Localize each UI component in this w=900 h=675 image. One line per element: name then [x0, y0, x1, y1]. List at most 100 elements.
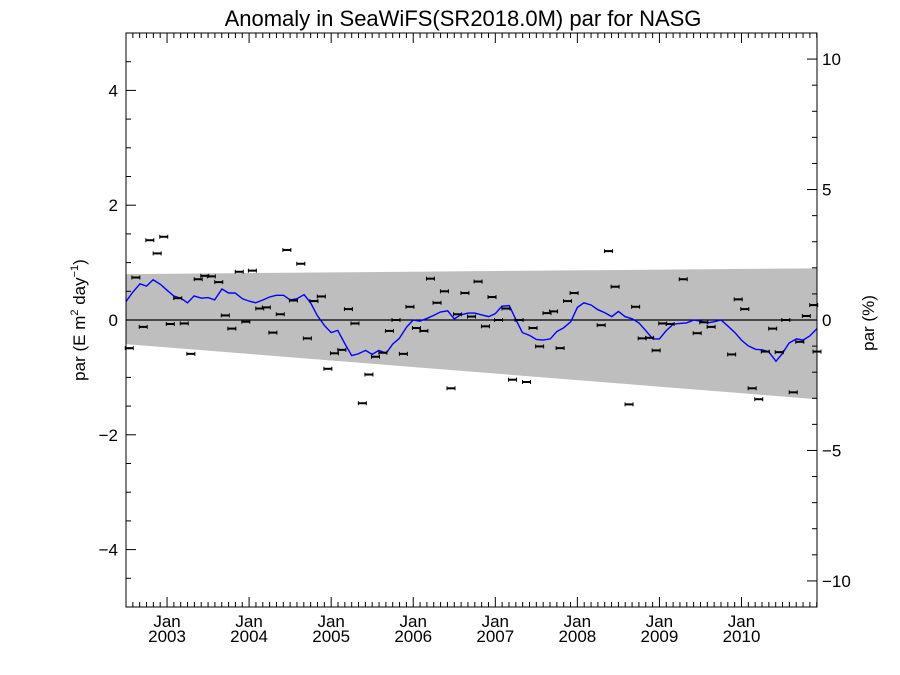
data-point [138, 324, 148, 329]
data-point [624, 402, 634, 407]
data-point [316, 294, 326, 299]
data-point [453, 312, 463, 317]
x-tick-year-label: 2006 [394, 627, 432, 646]
data-point [801, 313, 811, 318]
y-tick-label: −5 [822, 441, 841, 460]
data-point [795, 339, 805, 344]
y-tick-label: 4 [109, 81, 118, 100]
x-axis-ticks: Jan2003Jan2004Jan2005Jan2006Jan2007Jan20… [125, 33, 818, 646]
y-tick-label: 10 [822, 50, 841, 69]
data-point [419, 328, 429, 333]
data-point [631, 304, 641, 309]
x-tick-month-label: Jan [317, 612, 344, 631]
x-tick-year-label: 2004 [230, 627, 268, 646]
data-point [241, 319, 251, 324]
data-point [528, 326, 538, 331]
x-tick-month-label: Jan [564, 612, 591, 631]
x-tick-month-label: Jan [482, 612, 509, 631]
y-axis-left-ticks: −4 −2 0 2 4 [99, 32, 136, 608]
data-point [247, 268, 257, 273]
data-point [480, 324, 490, 329]
data-point [596, 323, 606, 328]
data-point [296, 261, 306, 266]
data-point [329, 351, 339, 356]
data-point [754, 397, 764, 402]
y-tick-label: 0 [109, 311, 118, 330]
data-point [692, 331, 702, 336]
data-point [405, 304, 415, 309]
data-point [706, 324, 716, 329]
data-point [563, 299, 573, 304]
x-tick-month-label: Jan [400, 612, 427, 631]
data-point [261, 305, 271, 310]
data-point [288, 298, 298, 303]
data-point [788, 390, 798, 395]
x-tick-month-label: Jan [153, 612, 180, 631]
y-tick-label: −10 [822, 572, 851, 591]
data-point [234, 269, 244, 274]
data-point [124, 346, 134, 351]
x-tick-month-label: Jan [728, 612, 755, 631]
data-point [350, 321, 360, 326]
chart-title: Anomaly in SeaWiFS(SR2018.0M) par for NA… [225, 6, 702, 31]
x-tick-year-label: 2010 [723, 627, 761, 646]
data-point [302, 336, 312, 341]
plot-area [124, 234, 822, 407]
data-point [186, 351, 196, 356]
data-point [521, 379, 531, 384]
data-point [781, 318, 791, 322]
y-tick-label: −2 [99, 426, 118, 445]
y-tick-label: −4 [99, 541, 118, 560]
data-point [768, 326, 778, 331]
data-point [473, 279, 483, 284]
data-point [145, 238, 155, 243]
uncertainty-band [126, 268, 817, 400]
data-point [384, 328, 394, 333]
data-point [446, 386, 456, 391]
data-point [774, 350, 784, 355]
data-point [740, 307, 750, 312]
data-point [549, 309, 559, 314]
data-point [487, 295, 497, 300]
data-point [152, 251, 162, 256]
data-point [733, 297, 743, 302]
y-tick-label: 2 [109, 196, 118, 215]
data-point [227, 326, 237, 331]
data-point [412, 326, 422, 331]
data-point [268, 330, 278, 335]
data-point [460, 291, 470, 296]
data-point [665, 322, 675, 327]
data-point [165, 322, 175, 327]
data-point [727, 352, 737, 357]
data-point [809, 303, 819, 308]
y-axis-left-label: par (E m2 day−1) [69, 259, 89, 381]
x-tick-year-label: 2005 [312, 627, 350, 646]
x-tick-year-label: 2007 [476, 627, 514, 646]
data-point [391, 318, 401, 322]
data-point [494, 318, 504, 322]
data-point [569, 291, 579, 296]
data-point [760, 349, 770, 354]
data-point [282, 247, 292, 252]
data-point [343, 307, 353, 312]
data-point [173, 296, 183, 301]
data-point [514, 318, 524, 322]
data-point [357, 401, 367, 406]
x-tick-year-label: 2009 [641, 627, 679, 646]
data-point [131, 275, 141, 280]
data-point [508, 377, 518, 382]
data-point [193, 277, 203, 282]
anomaly-points [124, 234, 822, 407]
x-tick-year-label: 2008 [558, 627, 596, 646]
x-tick-month-label: Jan [646, 612, 673, 631]
y-tick-label: 5 [822, 181, 831, 200]
data-point [398, 351, 408, 356]
data-point [179, 321, 189, 326]
y-axis-right-label: par (%) [859, 295, 878, 351]
data-point [535, 344, 545, 349]
data-point [323, 366, 333, 371]
data-point [159, 234, 169, 239]
data-point [604, 249, 614, 254]
x-tick-month-label: Jan [235, 612, 262, 631]
